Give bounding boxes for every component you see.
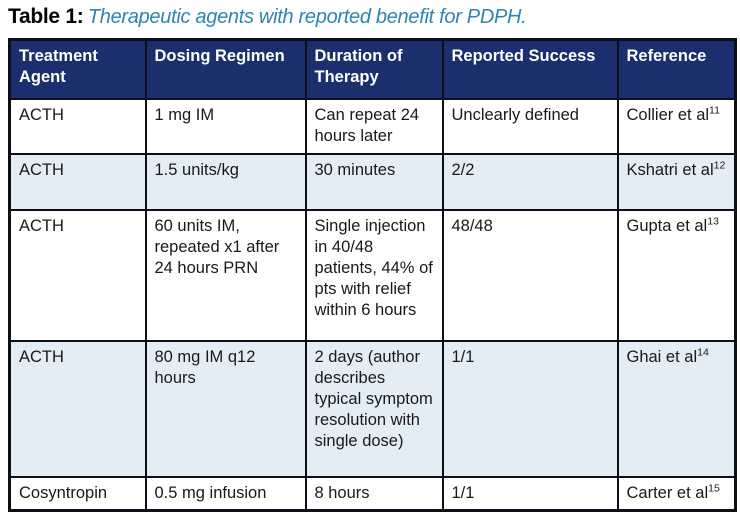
cell-reference: Collier et al11 [616, 98, 737, 155]
table-row: ACTH 60 units IM, repeated x1 after 24 h… [8, 209, 737, 342]
cell-treatment-agent: Cosyntropin [8, 476, 147, 512]
reference-superscript: 12 [713, 159, 726, 172]
reference-superscript: 13 [707, 215, 719, 228]
cell-dosing-regimen: 60 units IM, repeated x1 after 24 hours … [144, 209, 307, 342]
cell-treatment-agent: ACTH [8, 209, 147, 342]
reference-text: Carter et al [626, 484, 709, 502]
column-header-reference: Reference [616, 38, 737, 100]
reference-superscript: 15 [708, 482, 720, 495]
table-title-caption: Therapeutic agents with reported benefit… [87, 6, 527, 28]
cell-reported-success: 48/48 [441, 209, 619, 342]
cell-dosing-regimen: 1 mg IM [144, 98, 307, 155]
table-row: ACTH 1.5 units/kg 30 minutes 2/2 Kshatri… [8, 153, 737, 211]
table-title-label: Table 1: [8, 5, 84, 28]
cell-reported-success: 1/1 [441, 476, 619, 512]
column-header-dosing-regimen: Dosing Regimen [144, 38, 307, 100]
cell-treatment-agent: ACTH [8, 153, 147, 211]
cell-reference: Gupta et al13 [616, 209, 737, 342]
cell-dosing-regimen: 80 mg IM q12 hours [144, 340, 307, 478]
cell-duration-of-therapy: 8 hours [304, 476, 444, 512]
therapeutic-agents-table: Treatment Agent Dosing Regimen Duration … [8, 38, 737, 512]
column-header-duration-of-therapy: Duration of Therapy [304, 38, 444, 100]
table-row: Cosyntropin 0.5 mg infusion 8 hours 1/1 … [8, 476, 737, 512]
column-header-treatment-agent: Treatment Agent [8, 38, 147, 100]
table-body: ACTH 1 mg IM Can repeat 24 hours later U… [8, 98, 737, 512]
cell-reported-success: 1/1 [441, 340, 619, 478]
cell-duration-of-therapy: Single injection in 40/48 patients, 44% … [304, 209, 444, 342]
cell-duration-of-therapy: 30 minutes [304, 153, 444, 211]
cell-dosing-regimen: 0.5 mg infusion [144, 476, 307, 512]
column-header-reported-success: Reported Success [441, 38, 619, 100]
table-title: Table 1: Therapeutic agents with reporte… [8, 5, 740, 29]
reference-text: Collier et al [626, 106, 710, 124]
cell-reported-success: Unclearly defined [441, 98, 619, 155]
table-row: ACTH 1 mg IM Can repeat 24 hours later U… [8, 98, 737, 155]
cell-duration-of-therapy: Can repeat 24 hours later [304, 98, 444, 155]
cell-treatment-agent: ACTH [8, 340, 147, 478]
cell-reported-success: 2/2 [441, 153, 619, 211]
table-header-row: Treatment Agent Dosing Regimen Duration … [8, 38, 737, 100]
cell-duration-of-therapy: 2 days (author describes typical symptom… [304, 340, 444, 478]
reference-text: Ghai et al [626, 348, 698, 366]
reference-superscript: 14 [697, 346, 709, 359]
cell-treatment-agent: ACTH [8, 98, 147, 155]
cell-reference: Carter et al15 [616, 476, 737, 512]
cell-dosing-regimen: 1.5 units/kg [144, 153, 307, 211]
reference-text: Kshatri et al [626, 161, 714, 179]
cell-reference: Ghai et al14 [616, 340, 737, 478]
table-row: ACTH 80 mg IM q12 hours 2 days (author d… [8, 340, 737, 478]
cell-reference: Kshatri et al12 [616, 153, 737, 211]
reference-superscript: 11 [709, 104, 720, 117]
reference-text: Gupta et al [626, 217, 708, 235]
